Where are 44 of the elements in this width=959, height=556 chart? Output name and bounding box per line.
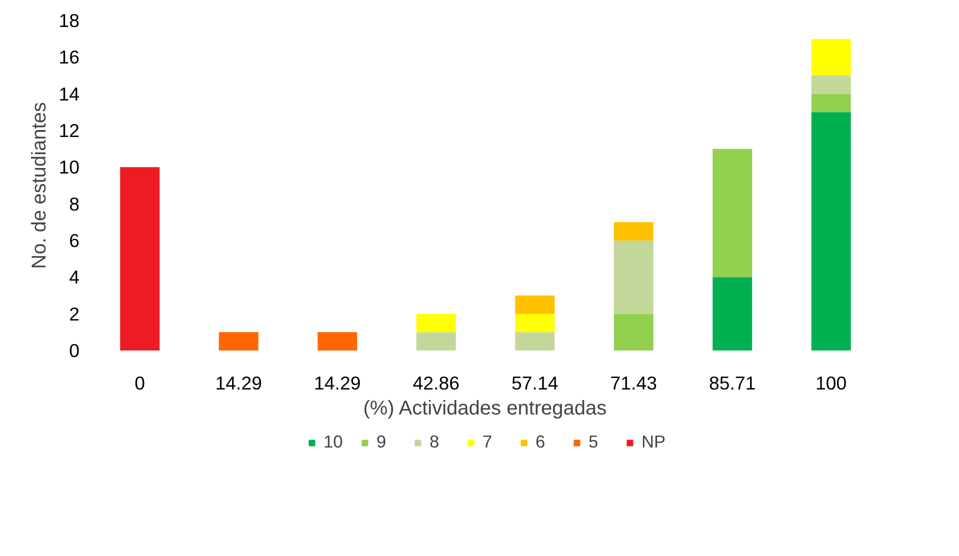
bar <box>614 222 654 240</box>
legend-label: 5 <box>588 432 600 452</box>
x-tick-label: 71.43 <box>610 372 657 394</box>
x-tick-label: 14.29 <box>215 372 262 394</box>
bar <box>614 314 654 350</box>
legend-label: 6 <box>535 432 546 452</box>
bar <box>416 332 456 350</box>
y-tick-label: 2 <box>69 303 80 324</box>
y-axis-title: No. de estudiantes <box>28 102 51 269</box>
x-tick-label: 14.29 <box>314 372 361 394</box>
bar <box>515 314 555 332</box>
bar <box>218 332 258 350</box>
x-axis-title: (%) Actividades entregadas <box>363 398 607 420</box>
bar <box>811 112 851 350</box>
bar <box>811 94 851 112</box>
bar <box>416 314 456 332</box>
y-tick-label: 6 <box>69 230 80 251</box>
y-tick-label: 4 <box>69 266 80 288</box>
bar <box>811 38 851 76</box>
x-tick-label: 42.86 <box>412 372 460 394</box>
bar <box>811 76 851 94</box>
y-tick-label: 16 <box>58 46 80 68</box>
bar <box>515 332 555 350</box>
x-tick-label: 0 <box>134 372 146 394</box>
bar <box>614 240 654 314</box>
bar <box>120 167 160 350</box>
y-tick-label: 18 <box>58 10 80 31</box>
bar <box>515 296 555 314</box>
y-tick-label: 0 <box>69 340 80 361</box>
y-tick-label: 10 <box>58 156 80 178</box>
legend-label: 10 <box>323 432 344 452</box>
x-tick-label: 85.71 <box>709 372 756 394</box>
legend-label: 8 <box>429 432 440 452</box>
bar <box>318 332 358 350</box>
legend-label: NP <box>641 432 666 452</box>
y-tick-label: 14 <box>58 83 80 104</box>
bar <box>712 148 752 278</box>
bar <box>712 277 752 350</box>
y-tick-label: 12 <box>58 120 80 141</box>
legend-label: 9 <box>376 432 388 452</box>
x-tick-label: 100 <box>816 372 847 394</box>
x-tick-label: 57.14 <box>512 372 558 394</box>
legend-label: 7 <box>482 432 494 452</box>
y-tick-label: 8 <box>69 193 80 214</box>
